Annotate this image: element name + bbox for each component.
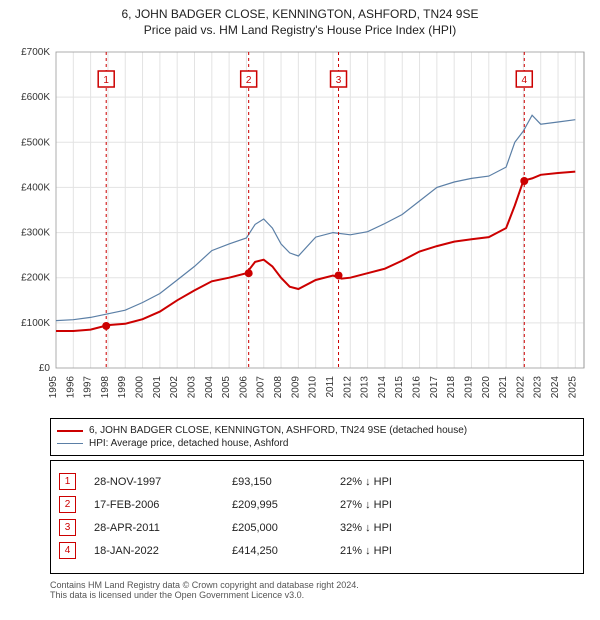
- sale-price: £93,150: [232, 476, 322, 488]
- svg-text:2009: 2009: [290, 376, 301, 399]
- svg-text:£200K: £200K: [21, 273, 50, 284]
- svg-text:2007: 2007: [256, 376, 267, 399]
- svg-text:1999: 1999: [117, 376, 128, 399]
- sale-date: 18-JAN-2022: [94, 545, 214, 557]
- svg-text:2015: 2015: [394, 376, 405, 399]
- svg-text:2004: 2004: [204, 376, 215, 399]
- svg-text:2016: 2016: [412, 376, 423, 399]
- svg-text:4: 4: [521, 75, 527, 86]
- title-line2: Price paid vs. HM Land Registry's House …: [8, 22, 592, 38]
- footer: Contains HM Land Registry data © Crown c…: [50, 580, 584, 600]
- sale-badge: 4: [59, 542, 76, 559]
- svg-text:2013: 2013: [360, 376, 371, 399]
- svg-text:2019: 2019: [463, 376, 474, 399]
- svg-text:£700K: £700K: [21, 47, 50, 58]
- svg-text:2005: 2005: [221, 376, 232, 399]
- svg-text:£0: £0: [39, 363, 51, 374]
- sale-row: 1 28-NOV-1997 £93,150 22% ↓ HPI: [59, 473, 575, 490]
- footer-line2: This data is licensed under the Open Gov…: [50, 590, 584, 600]
- chart-title: 6, JOHN BADGER CLOSE, KENNINGTON, ASHFOR…: [8, 6, 592, 38]
- svg-text:2010: 2010: [308, 376, 319, 399]
- sale-date: 28-NOV-1997: [94, 476, 214, 488]
- sales-table: 1 28-NOV-1997 £93,150 22% ↓ HPI 2 17-FEB-2006…: [50, 460, 584, 574]
- sale-badge: 3: [59, 519, 76, 536]
- sale-diff: 27% ↓ HPI: [340, 499, 420, 511]
- svg-text:£500K: £500K: [21, 138, 50, 149]
- svg-text:1997: 1997: [83, 376, 94, 399]
- svg-text:2001: 2001: [152, 376, 163, 399]
- svg-text:£300K: £300K: [21, 228, 50, 239]
- sale-row: 3 28-APR-2011 £205,000 32% ↓ HPI: [59, 519, 575, 536]
- svg-text:1998: 1998: [100, 376, 111, 399]
- title-line1: 6, JOHN BADGER CLOSE, KENNINGTON, ASHFOR…: [8, 6, 592, 22]
- svg-text:2023: 2023: [533, 376, 544, 399]
- chart-svg: £0 £100K £200K £300K £400K £500K £600K £700K 199…: [8, 42, 592, 412]
- legend-label: HPI: Average price, detached house, Ashf…: [89, 438, 288, 449]
- svg-text:£600K: £600K: [21, 93, 50, 104]
- sale-price: £209,995: [232, 499, 322, 511]
- legend-swatch: [57, 430, 83, 432]
- sale-row: 4 18-JAN-2022 £414,250 21% ↓ HPI: [59, 542, 575, 559]
- svg-text:2008: 2008: [273, 376, 284, 399]
- svg-text:2024: 2024: [550, 376, 561, 399]
- svg-text:2025: 2025: [567, 376, 578, 399]
- chart: £0 £100K £200K £300K £400K £500K £600K £700K 199…: [8, 42, 592, 412]
- svg-text:£400K: £400K: [21, 183, 50, 194]
- legend-item: 6, JOHN BADGER CLOSE, KENNINGTON, ASHFOR…: [57, 425, 577, 436]
- sale-date: 17-FEB-2006: [94, 499, 214, 511]
- svg-text:2014: 2014: [377, 376, 388, 399]
- svg-text:2020: 2020: [481, 376, 492, 399]
- sale-diff: 22% ↓ HPI: [340, 476, 420, 488]
- svg-text:£100K: £100K: [21, 318, 50, 329]
- svg-text:3: 3: [336, 75, 342, 86]
- sale-date: 28-APR-2011: [94, 522, 214, 534]
- svg-text:2011: 2011: [325, 376, 336, 398]
- sale-badge: 2: [59, 496, 76, 513]
- legend-label: 6, JOHN BADGER CLOSE, KENNINGTON, ASHFOR…: [89, 425, 467, 436]
- sale-row: 2 17-FEB-2006 £209,995 27% ↓ HPI: [59, 496, 575, 513]
- svg-text:2012: 2012: [342, 376, 353, 399]
- svg-text:2022: 2022: [515, 376, 526, 399]
- svg-text:2021: 2021: [498, 376, 509, 399]
- footer-line1: Contains HM Land Registry data © Crown c…: [50, 580, 584, 590]
- svg-text:2003: 2003: [186, 376, 197, 399]
- sale-price: £205,000: [232, 522, 322, 534]
- svg-text:2006: 2006: [238, 376, 249, 399]
- svg-text:1: 1: [103, 75, 109, 86]
- svg-text:1995: 1995: [48, 376, 59, 399]
- sale-diff: 21% ↓ HPI: [340, 545, 420, 557]
- legend: 6, JOHN BADGER CLOSE, KENNINGTON, ASHFOR…: [50, 418, 584, 456]
- svg-text:2018: 2018: [446, 376, 457, 399]
- svg-text:2002: 2002: [169, 376, 180, 399]
- svg-text:1996: 1996: [65, 376, 76, 399]
- sale-badge: 1: [59, 473, 76, 490]
- legend-swatch: [57, 443, 83, 444]
- svg-text:2: 2: [246, 75, 252, 86]
- sale-price: £414,250: [232, 545, 322, 557]
- svg-text:2000: 2000: [135, 376, 146, 399]
- legend-item: HPI: Average price, detached house, Ashf…: [57, 438, 577, 449]
- svg-text:2017: 2017: [429, 376, 440, 399]
- sale-diff: 32% ↓ HPI: [340, 522, 420, 534]
